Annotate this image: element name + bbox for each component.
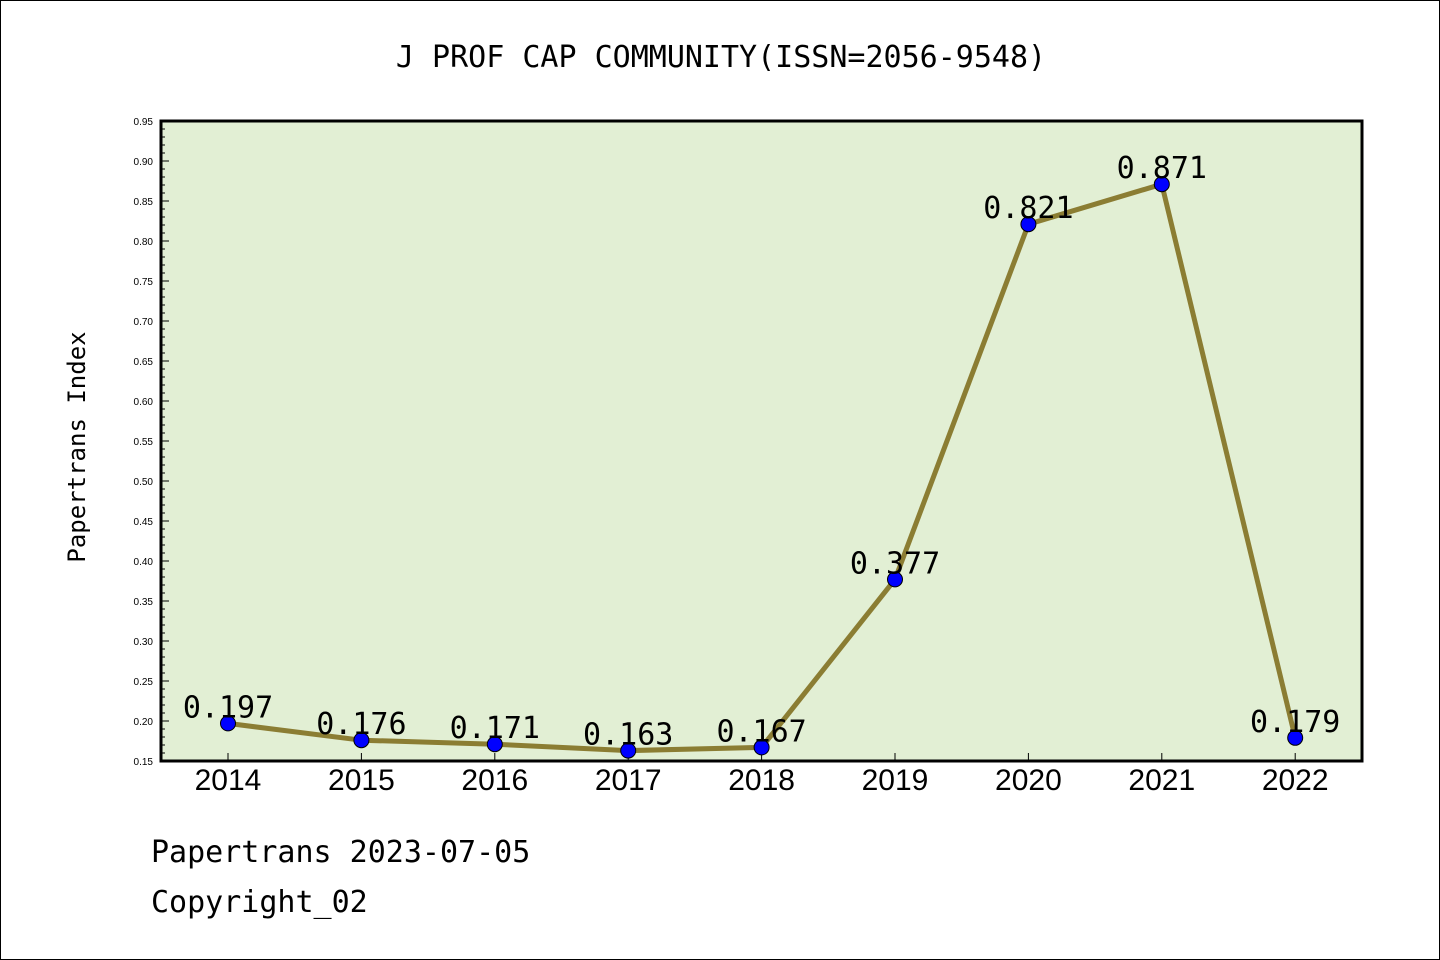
data-point: [753, 739, 770, 756]
x-tick-label: 2017: [595, 764, 662, 797]
data-label: 0.163: [583, 718, 673, 753]
y-axis-label: Papertrans Index: [63, 331, 91, 562]
y-tick-label: 0.25: [134, 677, 154, 688]
x-tick-label: 2019: [862, 764, 929, 797]
y-tick-label: 0.90: [134, 157, 154, 168]
data-point: [353, 732, 370, 749]
data-point: [1287, 729, 1304, 746]
data-label: 0.171: [450, 711, 540, 746]
y-tick-label: 0.75: [134, 277, 154, 288]
data-point: [486, 736, 503, 753]
y-tick-label: 0.40: [134, 557, 154, 568]
y-tick-label: 0.55: [134, 437, 154, 448]
data-label: 0.871: [1117, 151, 1207, 186]
y-tick-label: 0.70: [134, 317, 154, 328]
y-tick-label: 0.50: [134, 477, 154, 488]
data-point: [887, 571, 903, 588]
data-label: 0.176: [316, 707, 406, 742]
data-label: 0.377: [850, 546, 940, 581]
y-tick-label: 0.65: [134, 357, 154, 368]
x-tick-label: 2020: [995, 764, 1062, 797]
chart-title: J PROF CAP COMMUNITY(ISSN=2056-9548): [396, 40, 1046, 75]
x-axis: 2014 2015 2016 2017 2018 2019 2020 2021 2022: [195, 753, 1329, 797]
x-tick-label: 2016: [461, 764, 528, 797]
x-tick-label: 2022: [1262, 764, 1329, 797]
plot-area: [161, 121, 1362, 761]
y-tick-label: 0.45: [134, 517, 154, 528]
y-axis: 0.15 0.20 0.25 0.30 0.35 0.40 0.45 0.50 0.55 0.60…: [134, 117, 169, 768]
y-tick-label: 0.30: [134, 637, 154, 648]
data-series: 0.197 0.176 0.171 0.163 0.167 0.377 0.821 0.871…: [183, 151, 1340, 759]
y-tick-label: 0.95: [134, 117, 154, 128]
data-label: 0.821: [983, 191, 1073, 226]
plot-border: [159, 119, 1364, 763]
x-tick-label: 2015: [328, 764, 395, 797]
x-tick-label: 2014: [195, 764, 262, 797]
data-point: [620, 742, 637, 759]
y-tick-label: 0.20: [134, 717, 154, 728]
data-label: 0.197: [183, 690, 273, 725]
x-tick-label: 2021: [1128, 764, 1195, 797]
x-tick-label: 2018: [728, 764, 795, 797]
footer-copyright: Copyright_02: [151, 885, 368, 920]
data-point: [1153, 176, 1170, 193]
data-point: [220, 715, 236, 732]
y-tick-label: 0.80: [134, 237, 154, 248]
data-label: 0.167: [716, 714, 806, 749]
y-tick-label: 0.85: [134, 197, 154, 208]
y-tick-label: 0.60: [134, 397, 154, 408]
y-tick-label: 0.35: [134, 597, 154, 608]
footer-date: Papertrans 2023-07-05: [151, 835, 531, 870]
data-label: 0.179: [1250, 705, 1340, 740]
y-tick-label: 0.15: [134, 757, 154, 768]
data-point: [1020, 216, 1037, 233]
